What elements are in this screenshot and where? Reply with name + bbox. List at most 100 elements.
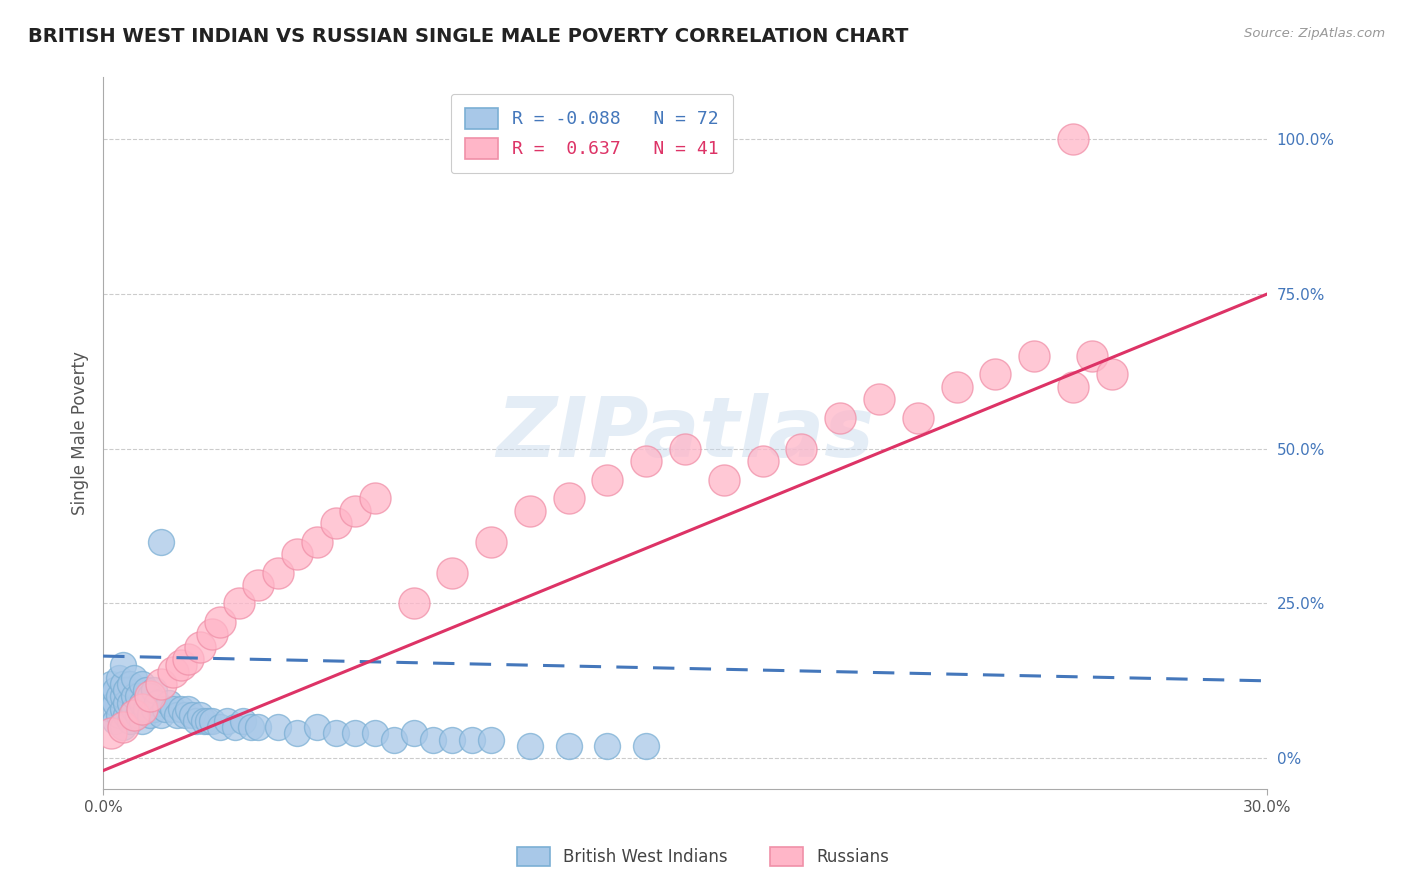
Point [479,534,502,549]
Point [111,720,134,734]
Point [325,726,347,740]
Point [201,627,224,641]
Point [131,701,153,715]
Point [162,701,184,715]
Point [382,732,405,747]
Point [441,566,464,580]
Point [186,714,208,728]
Point [188,640,211,654]
Point [122,690,145,704]
Point [344,503,367,517]
Point [325,516,347,530]
Point [285,547,308,561]
Point [170,701,193,715]
Point [153,701,176,715]
Point [111,677,134,691]
Point [402,597,425,611]
Point [751,454,773,468]
Point [945,380,967,394]
Point [100,726,122,740]
Point [138,690,160,704]
Point [166,707,188,722]
Point [146,696,169,710]
Point [150,534,173,549]
Point [305,534,328,549]
Point [127,707,149,722]
Point [596,739,619,753]
Point [135,683,157,698]
Point [111,658,134,673]
Point [127,690,149,704]
Point [402,726,425,740]
Text: BRITISH WEST INDIAN VS RUSSIAN SINGLE MALE POVERTY CORRELATION CHART: BRITISH WEST INDIAN VS RUSSIAN SINGLE MA… [28,27,908,45]
Point [122,707,145,722]
Point [519,739,541,753]
Point [115,696,138,710]
Point [224,720,246,734]
Point [107,671,129,685]
Point [636,739,658,753]
Point [104,683,127,698]
Point [100,677,122,691]
Point [177,652,200,666]
Y-axis label: Single Male Poverty: Single Male Poverty [72,351,89,516]
Point [364,491,387,506]
Point [1024,349,1046,363]
Point [150,677,173,691]
Legend: R = -0.088   N = 72, R =  0.637   N = 41: R = -0.088 N = 72, R = 0.637 N = 41 [451,94,733,173]
Point [107,690,129,704]
Point [217,714,239,728]
Point [422,732,444,747]
Point [181,707,204,722]
Point [790,442,813,456]
Point [142,683,165,698]
Point [115,707,138,722]
Point [96,690,118,704]
Point [247,720,270,734]
Point [228,597,250,611]
Point [596,473,619,487]
Point [305,720,328,734]
Point [193,714,215,728]
Point [107,707,129,722]
Point [104,696,127,710]
Point [100,701,122,715]
Point [131,677,153,691]
Point [142,701,165,715]
Point [907,410,929,425]
Point [120,696,142,710]
Point [1081,349,1104,363]
Point [138,690,160,704]
Point [120,677,142,691]
Point [441,732,464,747]
Point [267,720,290,734]
Point [201,714,224,728]
Point [208,615,231,629]
Point [364,726,387,740]
Point [519,503,541,517]
Point [267,566,290,580]
Point [557,739,579,753]
Point [830,410,852,425]
Point [1062,132,1084,146]
Point [162,665,184,679]
Point [120,714,142,728]
Point [344,726,367,740]
Point [115,683,138,698]
Point [138,707,160,722]
Point [173,707,195,722]
Point [131,714,153,728]
Point [460,732,482,747]
Point [177,701,200,715]
Point [868,392,890,407]
Point [247,578,270,592]
Text: Source: ZipAtlas.com: Source: ZipAtlas.com [1244,27,1385,40]
Point [135,701,157,715]
Point [122,671,145,685]
Point [208,720,231,734]
Point [232,714,254,728]
Point [131,696,153,710]
Point [188,707,211,722]
Point [122,701,145,715]
Point [170,658,193,673]
